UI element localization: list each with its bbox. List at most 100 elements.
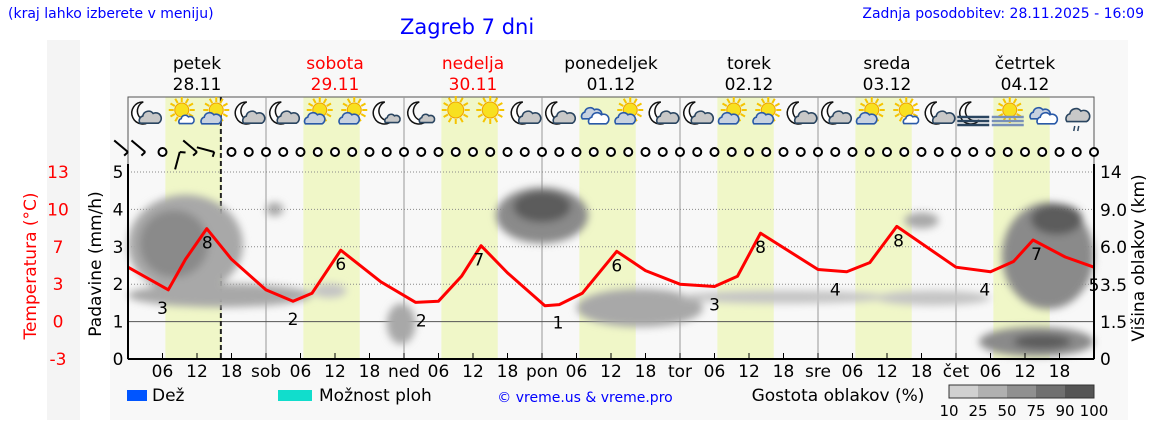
x-tick-label: 12 — [324, 362, 346, 382]
wind-calm-icon — [709, 147, 720, 157]
sun-icon — [476, 96, 505, 124]
rain-swatch — [127, 390, 147, 401]
day-name: nedelja — [442, 54, 504, 74]
wind-calm-icon — [951, 147, 961, 157]
wind-calm-icon — [571, 147, 582, 157]
x-tick-label: 18 — [359, 362, 381, 382]
cloud-height-tick-label: 3.5 — [1100, 276, 1127, 296]
wind-barb-sw-icon — [130, 139, 146, 157]
cloudy-icon — [1029, 106, 1059, 125]
temperature-label: 2 — [288, 310, 299, 330]
wind-calm-icon — [450, 147, 461, 157]
temperature-label: 8 — [202, 234, 213, 254]
day-date: 28.11 — [173, 75, 222, 95]
wind-calm-icon — [399, 147, 409, 157]
wind-calm-icon — [985, 147, 996, 157]
temperature-label: 6 — [611, 256, 622, 276]
wind-barb-sw-icon — [182, 139, 198, 157]
x-tick-label: 18 — [497, 362, 519, 382]
precip-axis-title: Padavine (mm/h) — [86, 191, 106, 336]
day-name: četrtek — [995, 54, 1056, 74]
wind-calm-icon — [537, 147, 547, 157]
sun-cloud-icon — [303, 97, 333, 125]
moon-cloud-icon — [510, 101, 542, 125]
x-tick-label: 06 — [428, 362, 450, 382]
precip-tick-label: 3 — [113, 238, 124, 258]
wind-calm-icon — [1037, 147, 1048, 157]
cloud-height-tick-label: 1.5 — [1100, 313, 1127, 333]
wind-calm-icon — [295, 147, 306, 157]
wind-calm-icon — [157, 147, 168, 157]
temp-axis-title: Temperatura (°C) — [21, 192, 41, 340]
cloud-height-tick-label: 6.0 — [1100, 238, 1127, 258]
sun-cloud-icon — [614, 97, 644, 125]
showers-legend-label: Možnost ploh — [319, 386, 432, 406]
wind-calm-icon — [899, 147, 910, 157]
cloud-density-area — [1013, 334, 1071, 350]
precip-tick-label: 5 — [113, 163, 124, 183]
sun-cloud-icon — [855, 97, 885, 125]
x-tick-label: sre — [805, 362, 831, 382]
moon-cloud-icon — [786, 101, 818, 125]
temperature-label: 8 — [755, 238, 766, 258]
temperature-line — [127, 224, 1095, 308]
cloud-height-tick-label: 9.0 — [1100, 201, 1127, 221]
cloud-height-tick-label: 14 — [1100, 163, 1122, 183]
wind-barb-w-icon — [196, 146, 216, 158]
day-name: petek — [173, 54, 221, 74]
wind-calm-icon — [744, 147, 754, 157]
temperature-label: 4 — [979, 281, 990, 301]
moon-cloud-icon — [648, 101, 680, 125]
copyright: © vreme.us & vreme.pro — [497, 390, 672, 406]
x-tick-label: čet — [943, 362, 970, 382]
cloud-scale-frame — [948, 384, 1095, 399]
x-tick-label: 12 — [462, 362, 484, 382]
temp-tick-label: 10 — [47, 200, 69, 220]
wind-calm-icon — [933, 147, 944, 157]
temperature-label: 7 — [473, 251, 484, 271]
x-tick-label: 12 — [876, 362, 898, 382]
x-tick-label: 06 — [152, 362, 174, 382]
wind-calm-icon — [468, 147, 478, 157]
wind-calm-icon — [1054, 147, 1065, 157]
cloud-scale-swatch — [978, 385, 1007, 398]
wind-calm-icon — [692, 147, 703, 157]
wind-calm-icon — [657, 147, 668, 157]
daylight-band — [303, 97, 360, 359]
daylight-band — [717, 97, 774, 359]
temperature-label: 1 — [553, 314, 564, 334]
cloud-scale-label: 25 — [968, 402, 987, 420]
cloud-density-area — [1030, 203, 1083, 235]
cloud-density-area — [576, 288, 703, 327]
wind-calm-icon — [226, 147, 237, 157]
x-tick-label: 06 — [704, 362, 726, 382]
day-name: torek — [727, 54, 771, 74]
precip-tick-label: 0 — [113, 350, 124, 370]
wind-calm-icon — [312, 147, 323, 157]
temp-tick-label: 0 — [53, 313, 64, 333]
wind-calm-icon — [278, 147, 289, 157]
temperature-label: 4 — [830, 281, 841, 301]
cloud-scale-label: 90 — [1055, 402, 1074, 420]
location-hint: (kraj lahko izberete v meniju) — [8, 6, 214, 22]
showers-swatch — [278, 390, 312, 401]
wind-calm-icon — [864, 147, 875, 157]
temperature-label: 2 — [416, 311, 427, 331]
x-tick-label: 18 — [773, 362, 795, 382]
x-tick-label: 18 — [221, 362, 243, 382]
sun-fog-icon — [991, 97, 1024, 127]
day-date: 04.12 — [1001, 75, 1050, 95]
x-tick-label: ned — [388, 362, 420, 382]
wind-calm-icon — [882, 147, 892, 157]
cloudy-icon — [580, 106, 610, 125]
wind-calm-icon — [330, 147, 340, 157]
wind-calm-icon — [778, 147, 789, 157]
day-date: 02.12 — [725, 75, 774, 95]
moon-cloud-icon — [821, 101, 853, 125]
moon-fog-icon — [957, 101, 990, 127]
sun-cloud-icon — [752, 97, 782, 125]
wind-calm-icon — [1020, 147, 1030, 157]
temperature-label: 3 — [709, 295, 720, 315]
day-date: 29.11 — [311, 75, 360, 95]
cloudy-drizzle-icon — [1065, 107, 1091, 132]
